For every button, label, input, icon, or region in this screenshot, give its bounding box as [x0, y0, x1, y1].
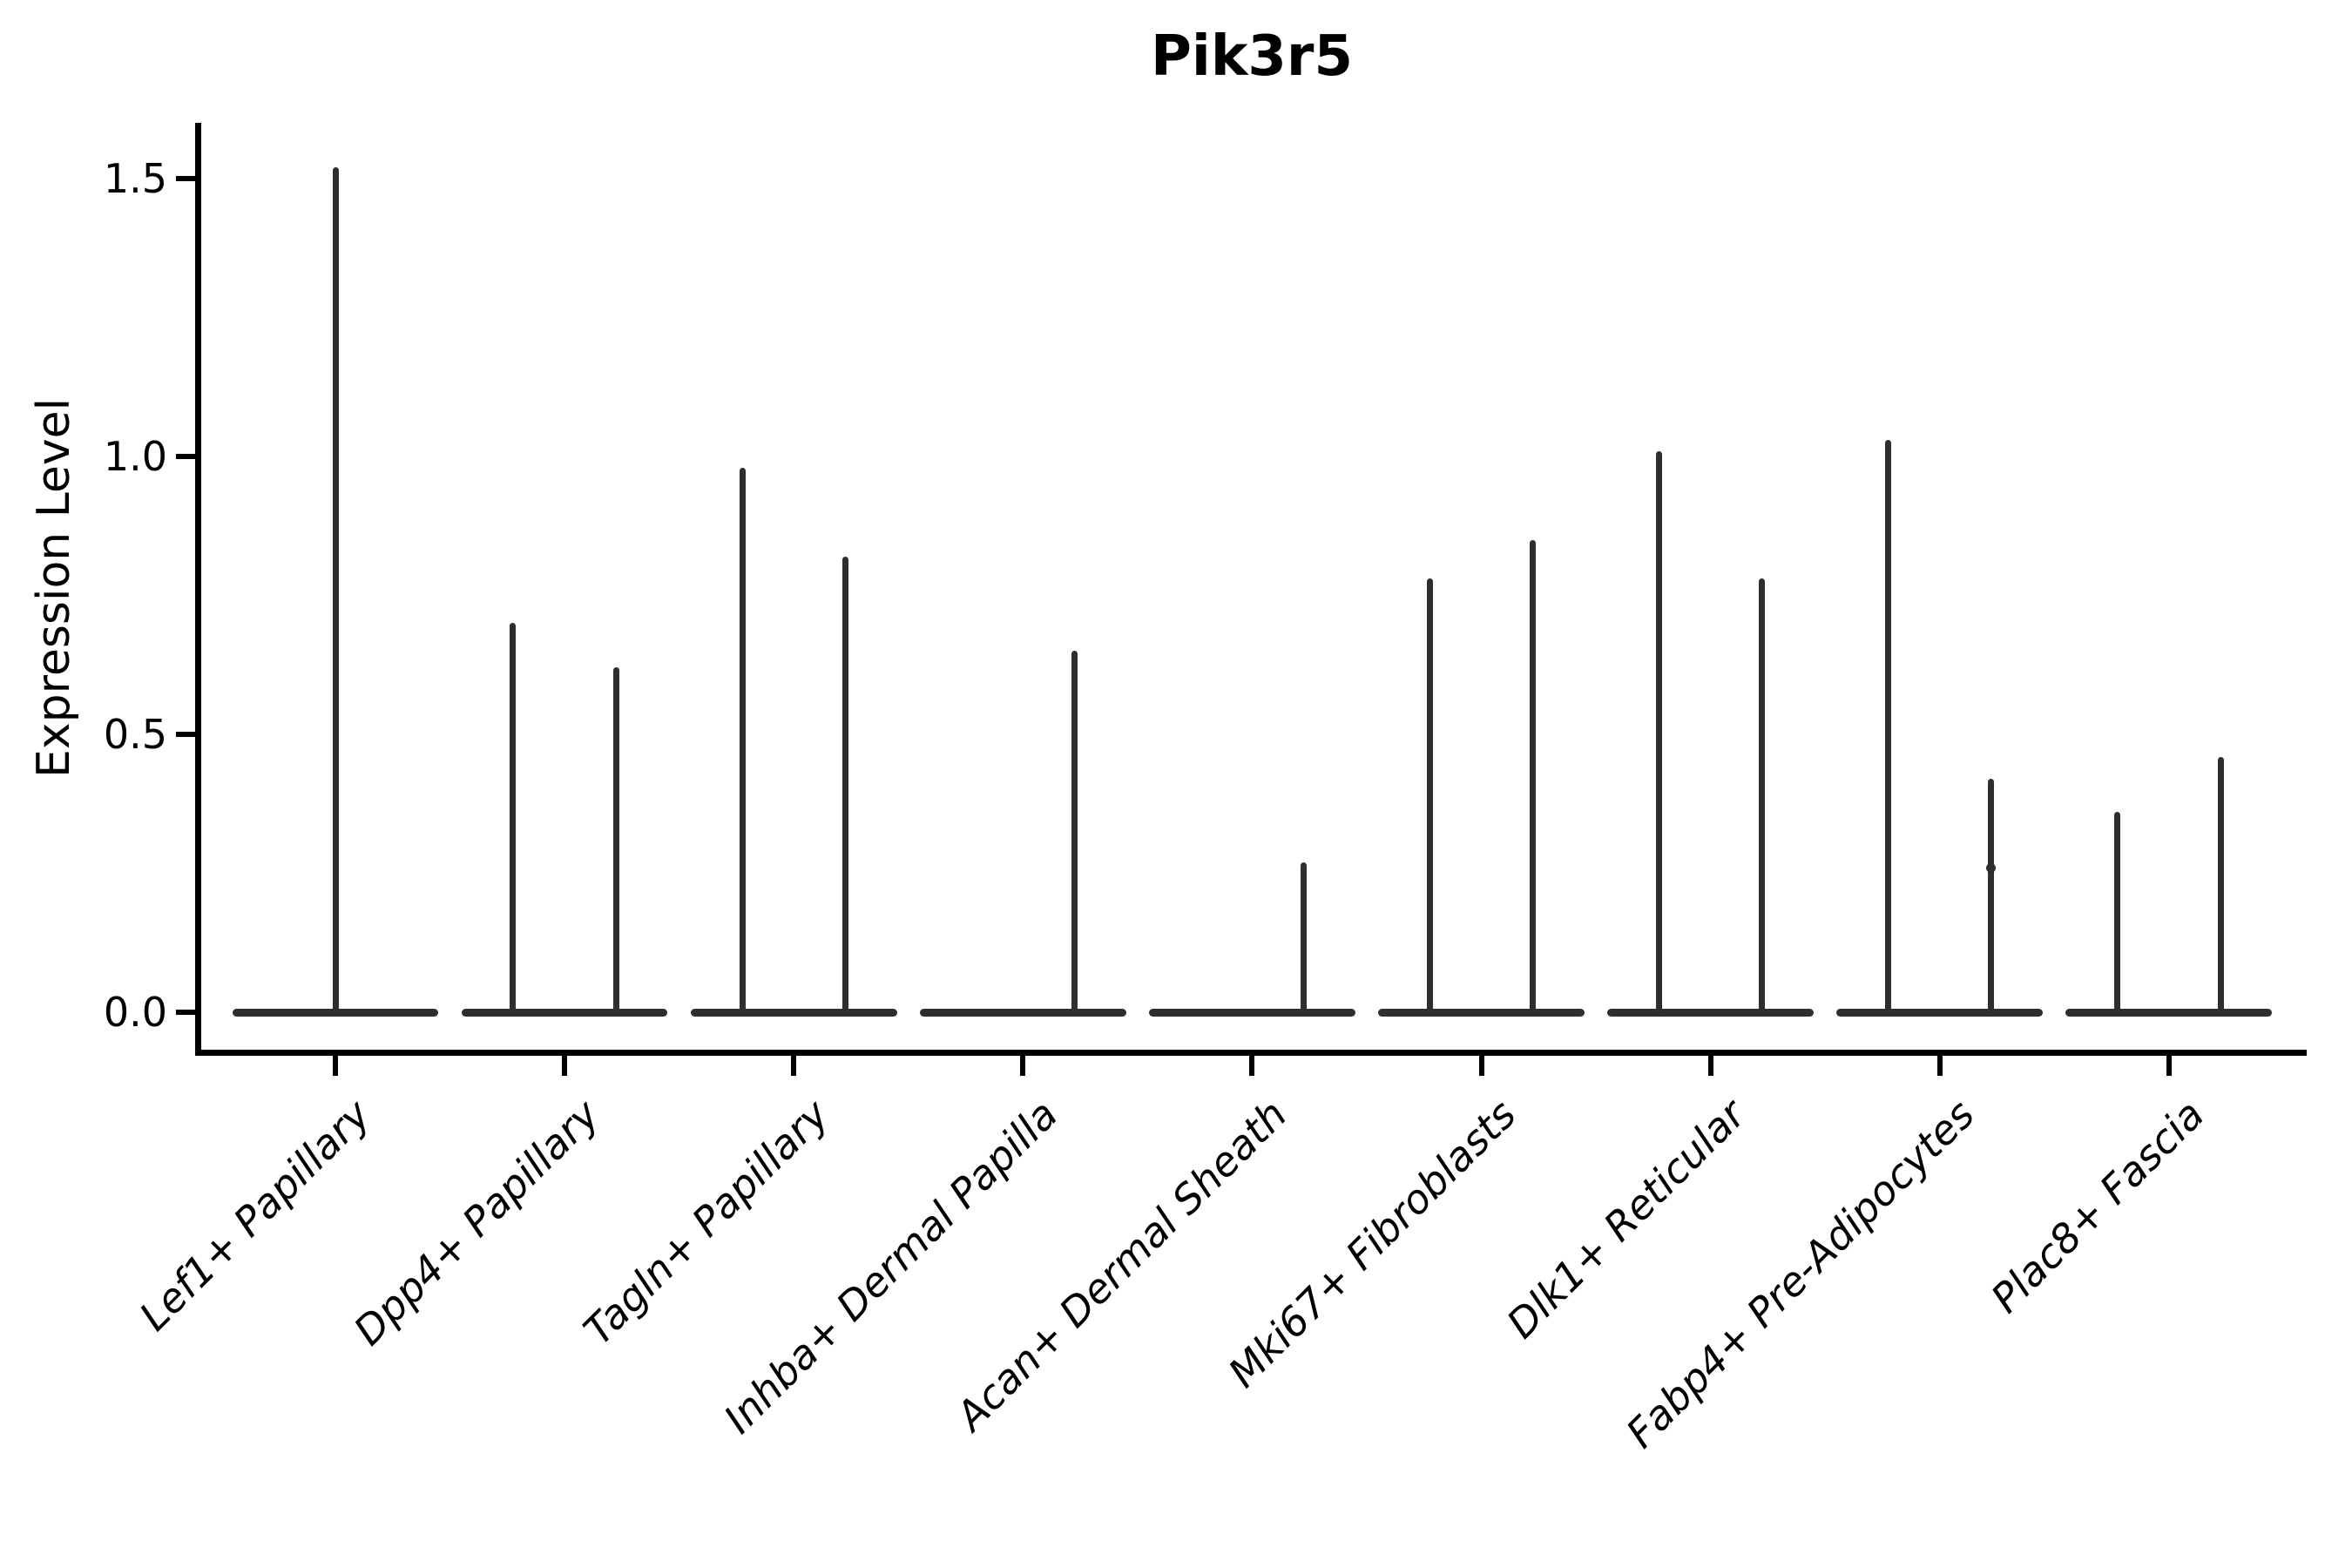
x-tick-mark — [1249, 1056, 1255, 1076]
x-tick-label: Lef1+ Papillary — [130, 1091, 380, 1340]
plot-title: Pik3r5 — [1150, 24, 1354, 89]
y-tick-label: 1.5 — [103, 155, 167, 202]
y-tick-mark — [176, 732, 195, 737]
violin-base — [2065, 1008, 2273, 1017]
violin-base — [1607, 1008, 1814, 1017]
y-tick-label: 1.0 — [103, 433, 167, 480]
violin-spike — [1885, 439, 1891, 1016]
violin-base — [1378, 1008, 1585, 1017]
x-tick-mark — [1707, 1056, 1713, 1076]
violin-spike — [2217, 756, 2224, 1016]
x-tick-mark — [333, 1056, 338, 1076]
violin-spike — [2114, 812, 2121, 1016]
violin-base — [919, 1008, 1126, 1017]
x-tick-label: Dlk1+ Reticular — [1497, 1091, 1754, 1348]
violin-spike — [1426, 578, 1433, 1016]
x-tick-label: Dpp4+ Papillary — [344, 1091, 609, 1355]
x-tick-mark — [562, 1056, 568, 1076]
violin-base — [1149, 1008, 1355, 1017]
violin-spike — [1759, 578, 1766, 1016]
violin-spike — [1655, 450, 1662, 1016]
x-tick-mark — [1936, 1056, 1943, 1076]
y-tick-mark — [176, 176, 195, 181]
x-tick-label: Plac8+ Fascia — [1981, 1091, 2213, 1322]
violin-base — [461, 1008, 668, 1017]
x-tick-mark — [2166, 1056, 2172, 1076]
x-tick-mark — [1020, 1056, 1026, 1076]
y-tick-label: 0.0 — [103, 989, 167, 1036]
violin-spike — [739, 467, 746, 1016]
violin-spike — [510, 623, 517, 1016]
x-tick-label: Tagln+ Papillary — [574, 1091, 838, 1355]
bottom-axis-spine — [195, 1050, 2307, 1056]
violin-spike — [841, 556, 848, 1016]
x-tick-mark — [1478, 1056, 1484, 1076]
violin-spike — [1530, 539, 1537, 1016]
violin-spike — [332, 167, 339, 1016]
y-tick-mark — [176, 1010, 195, 1015]
violin-base — [1836, 1008, 2044, 1017]
violin-spike — [1301, 862, 1308, 1016]
violin-base — [690, 1008, 897, 1017]
x-tick-mark — [791, 1056, 797, 1076]
jitter-point — [1986, 862, 1997, 873]
left-axis-spine — [195, 123, 201, 1056]
violin-spike — [1988, 779, 1995, 1016]
y-tick-mark — [176, 454, 195, 459]
violin-spike — [1071, 651, 1078, 1016]
violin-spike — [612, 667, 619, 1016]
y-tick-label: 0.5 — [103, 711, 167, 758]
